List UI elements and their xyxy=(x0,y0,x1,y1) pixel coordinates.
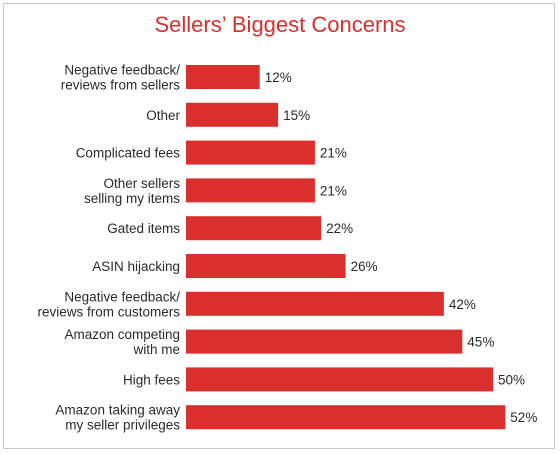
value-label-9: 52% xyxy=(510,410,537,425)
category-label-line: reviews from sellers xyxy=(61,78,181,93)
bar-1 xyxy=(186,102,279,127)
category-label-4: Gated items xyxy=(107,221,180,236)
category-label-line: Gated items xyxy=(107,221,180,236)
bar-9 xyxy=(186,405,506,430)
bar-8 xyxy=(186,367,493,392)
category-label-line: Negative feedback/ xyxy=(64,63,180,78)
category-label-2: Complicated fees xyxy=(76,146,181,161)
value-label-6: 42% xyxy=(449,297,476,312)
category-label-1: Other xyxy=(146,108,180,123)
category-label-line: Complicated fees xyxy=(76,146,181,161)
category-label-6: Negative feedback/reviews from customers xyxy=(37,289,180,319)
category-label-line: with me xyxy=(132,342,180,357)
category-label-line: Amazon taking away xyxy=(55,403,180,418)
category-label-3: Other sellers selling my items xyxy=(84,176,180,206)
value-label-1: 15% xyxy=(283,108,310,123)
value-label-0: 12% xyxy=(265,70,292,85)
category-label-7: Amazon competing with me xyxy=(64,327,180,357)
value-label-5: 26% xyxy=(351,259,378,274)
category-label-line: Other sellers xyxy=(103,176,180,191)
bar-7 xyxy=(186,329,463,354)
chart-title: Sellers’ Biggest Concerns xyxy=(154,12,406,37)
category-label-line: selling my items xyxy=(84,191,180,206)
bar-2 xyxy=(186,140,315,165)
category-label-9: Amazon taking away my seller privileges xyxy=(55,403,180,433)
category-label-line: reviews from customers xyxy=(37,304,180,319)
category-label-line: Amazon competing xyxy=(64,327,180,342)
category-label-0: Negative feedback/reviews from sellers xyxy=(61,63,181,93)
bar-3 xyxy=(186,178,315,203)
bar-0 xyxy=(186,65,260,89)
bar-5 xyxy=(186,254,346,278)
value-label-7: 45% xyxy=(467,335,494,350)
category-label-line: Other xyxy=(146,108,180,123)
bar-4 xyxy=(186,216,322,241)
category-label-line: my seller privileges xyxy=(65,418,180,433)
category-label-line: High fees xyxy=(123,372,180,387)
value-label-8: 50% xyxy=(498,372,525,387)
category-label-line: Negative feedback/ xyxy=(64,289,180,304)
category-label-8: High fees xyxy=(123,372,180,387)
value-label-3: 21% xyxy=(320,183,347,198)
bar-6 xyxy=(186,291,444,316)
category-label-line: ASIN hijacking xyxy=(92,259,180,274)
value-label-4: 22% xyxy=(326,221,353,236)
category-label-5: ASIN hijacking xyxy=(92,259,180,274)
value-label-2: 21% xyxy=(320,146,347,161)
